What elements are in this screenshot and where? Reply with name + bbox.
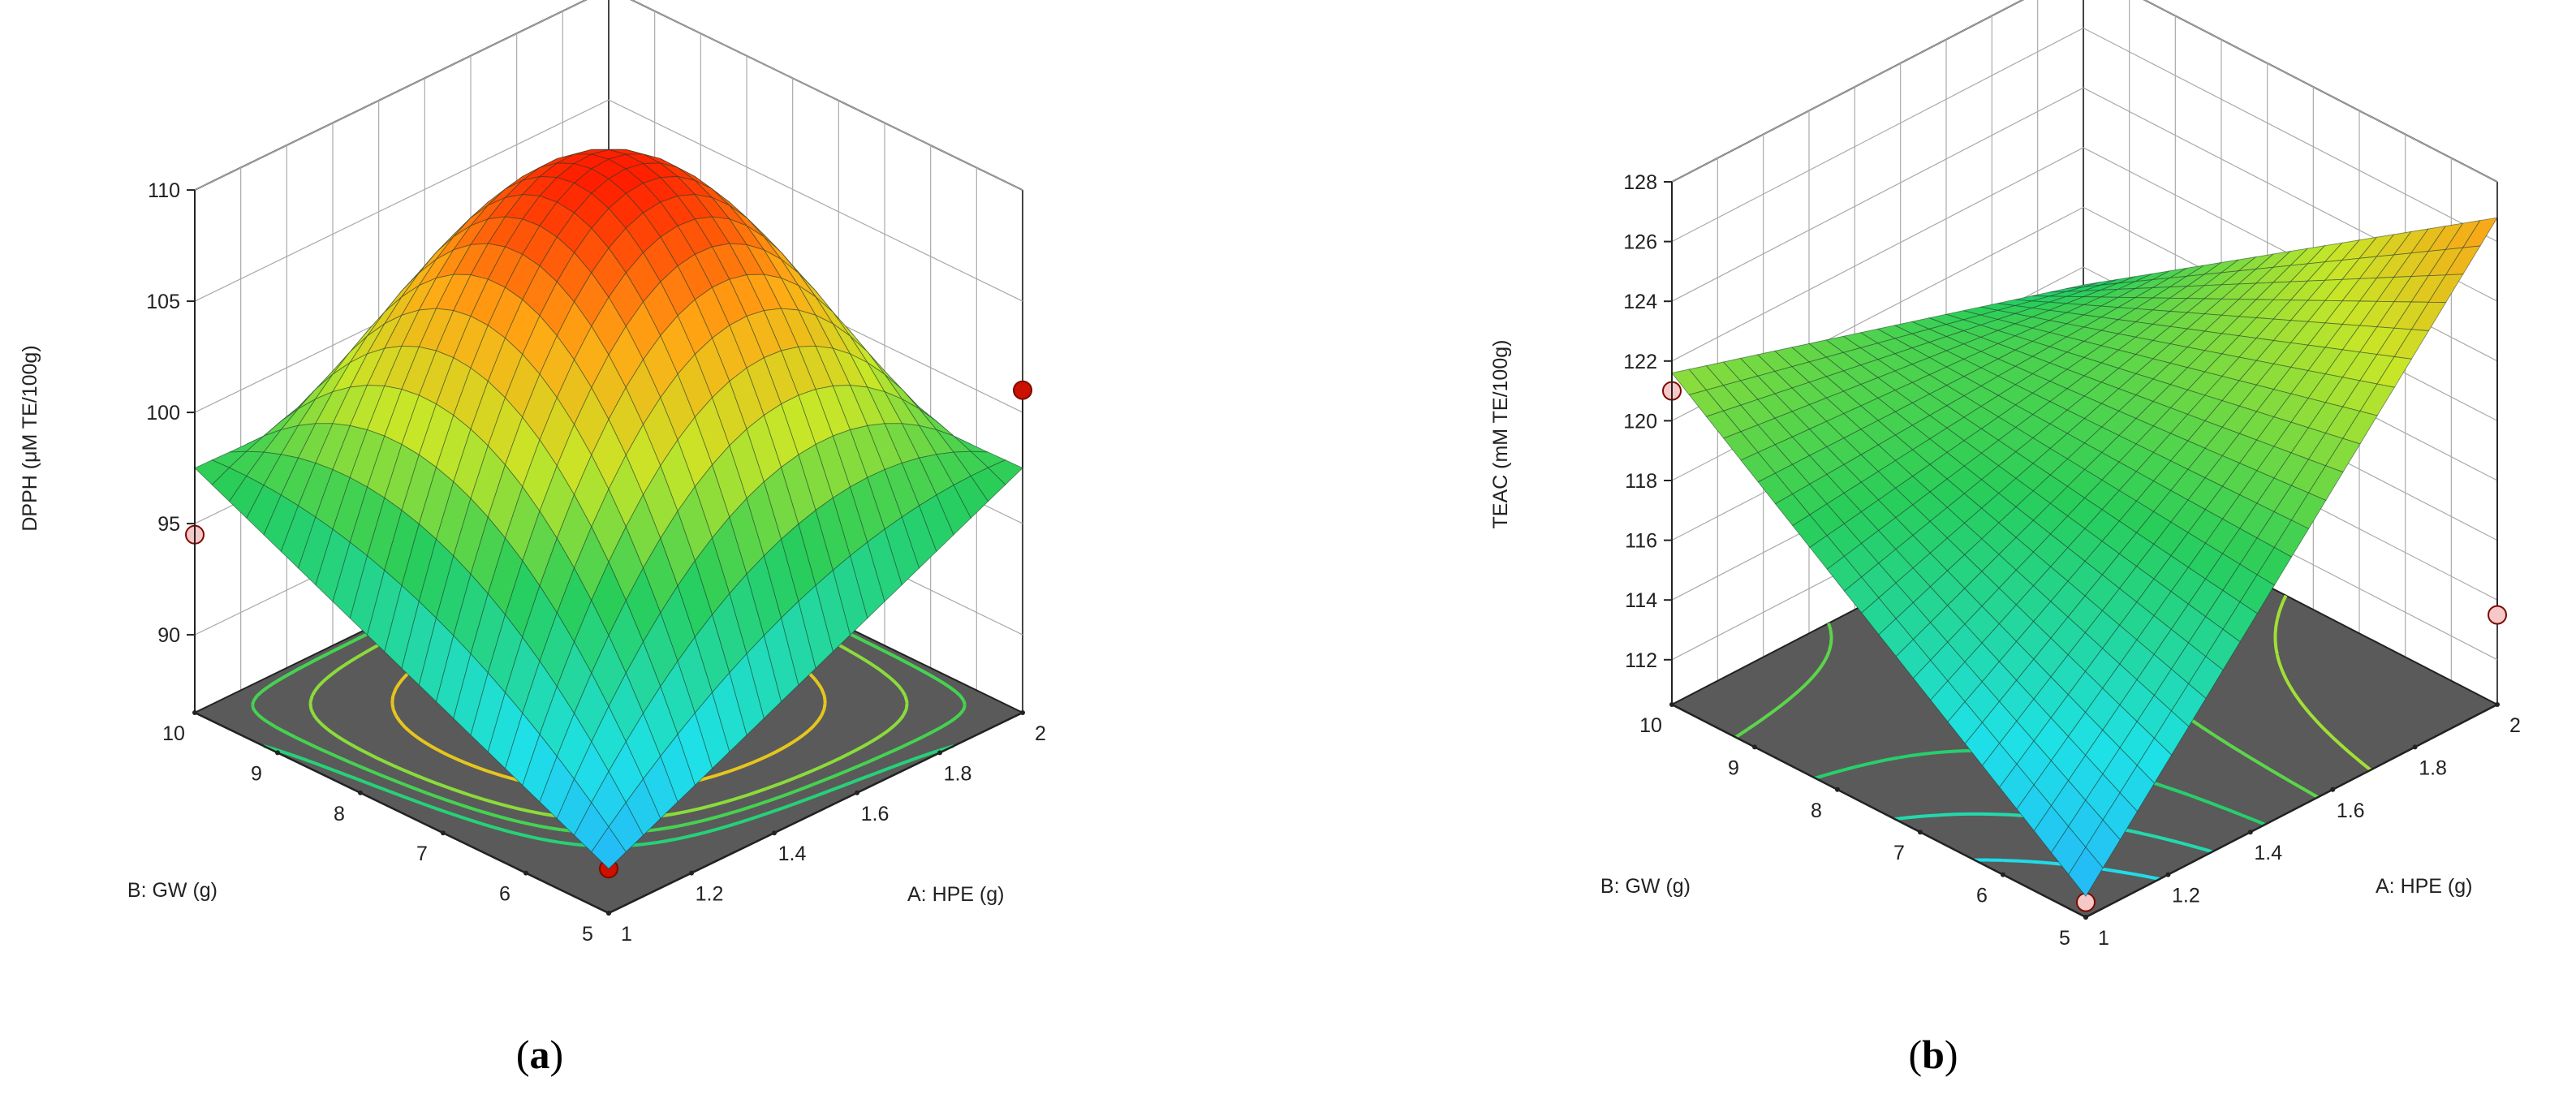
z-axis-title: DPPH (μM TE/100g) [19,345,41,531]
z-tick-label-124: 124 [1623,291,1657,313]
x-axis-title: A: HPE (g) [907,883,1004,906]
surface-plot-teac: 112 114 116 118 120 122 124 126 128 1 1.2 1.4 1.6 1.8… [1489,0,2521,950]
z-tick-label-112: 112 [1625,649,1657,672]
chart-panel-b: 112 114 116 118 120 122 124 126 128 1 1.2 1.4 1.6 1.8… [1288,0,2576,1099]
contour-line-122 [2273,594,2372,772]
x-tick-label-1.6: 1.6 [2337,799,2365,822]
panel-label-b: (b) [1908,1032,1958,1077]
z-axis: 112 114 116 118 120 122 124 126 128 [1623,171,1673,705]
x-tick-label-1.2: 1.2 [696,883,724,906]
z-tick-label-110: 110 [148,179,180,202]
y-tick-label-5: 5 [582,923,593,946]
design-point-5 [2488,605,2507,625]
design-point-3 [1013,380,1032,400]
z-tick-label-120: 120 [1623,410,1657,433]
y-axis: 5 6 7 8 9 10 [1639,702,2088,950]
x-tick-label-1.4: 1.4 [2254,842,2282,864]
y-tick-label-8: 8 [1811,799,1822,822]
x-axis: 1 1.2 1.4 1.6 1.8 2 [2083,702,2521,950]
x-axis: 1 1.2 1.4 1.6 1.8 2 [606,710,1046,946]
x-tick-label-1.8: 1.8 [2419,756,2447,779]
y-axis-title: B: GW (g) [127,879,218,902]
z-tick-label-100: 100 [146,402,180,425]
y-tick-label-6: 6 [499,883,510,906]
y-tick-label-7: 7 [1893,842,1905,864]
response-surface [1671,217,2498,897]
y-tick-label-10: 10 [1639,714,1662,737]
z-tick-label-118: 118 [1625,470,1657,493]
z-tick-label-116: 116 [1625,530,1657,553]
x-axis-title: A: HPE (g) [2376,875,2472,898]
y-tick-label-8: 8 [334,803,345,825]
z-tick-label-105: 105 [146,291,180,313]
z-tick-label-126: 126 [1623,231,1657,254]
response-surface [194,149,1023,869]
z-tick-label-90: 90 [157,624,180,647]
axes [1671,703,2498,919]
z-tick-label-95: 95 [157,513,180,536]
panel-label-a: (a) [515,1032,564,1077]
z-tick-label-128: 128 [1623,171,1657,194]
z-axis: 90 95 100 105 110 [146,179,196,713]
x-tick-label-1.6: 1.6 [861,803,890,825]
y-tick-label-6: 6 [1976,885,1988,907]
z-tick-label-114: 114 [1625,589,1657,612]
surface-plot-dpph: 90 95 100 105 110 1 1.2 1.4 1.6 1.8 2 5 6 7 8 9 10 A: HPE… [19,0,1046,946]
y-tick-label-10: 10 [162,722,185,745]
y-tick-label-7: 7 [416,843,428,865]
y-tick-label-9: 9 [1728,756,1739,779]
x-tick-label-2: 2 [1035,722,1046,745]
contour-line-96 [263,744,954,848]
y-axis-title: B: GW (g) [1600,875,1691,898]
axes [194,711,1023,915]
z-tick-label-122: 122 [1623,351,1657,373]
y-tick-label-9: 9 [251,762,262,785]
y-axis: 5 6 7 8 9 10 [162,710,611,946]
x-tick-label-2: 2 [2509,714,2521,737]
x-tick-label-1.8: 1.8 [944,762,972,785]
y-tick-label-5: 5 [2059,927,2070,950]
x-tick-label-1: 1 [621,923,632,946]
x-tick-label-1.2: 1.2 [2172,885,2200,907]
x-tick-label-1.4: 1.4 [778,843,807,865]
chart-panel-a: 90 95 100 105 110 1 1.2 1.4 1.6 1.8 2 5 6 7 8 9 10 A: HPE… [19,0,1046,1077]
z-axis-title: TEAC (mM TE/100g) [1489,340,1512,529]
x-tick-label-1: 1 [2098,927,2109,950]
